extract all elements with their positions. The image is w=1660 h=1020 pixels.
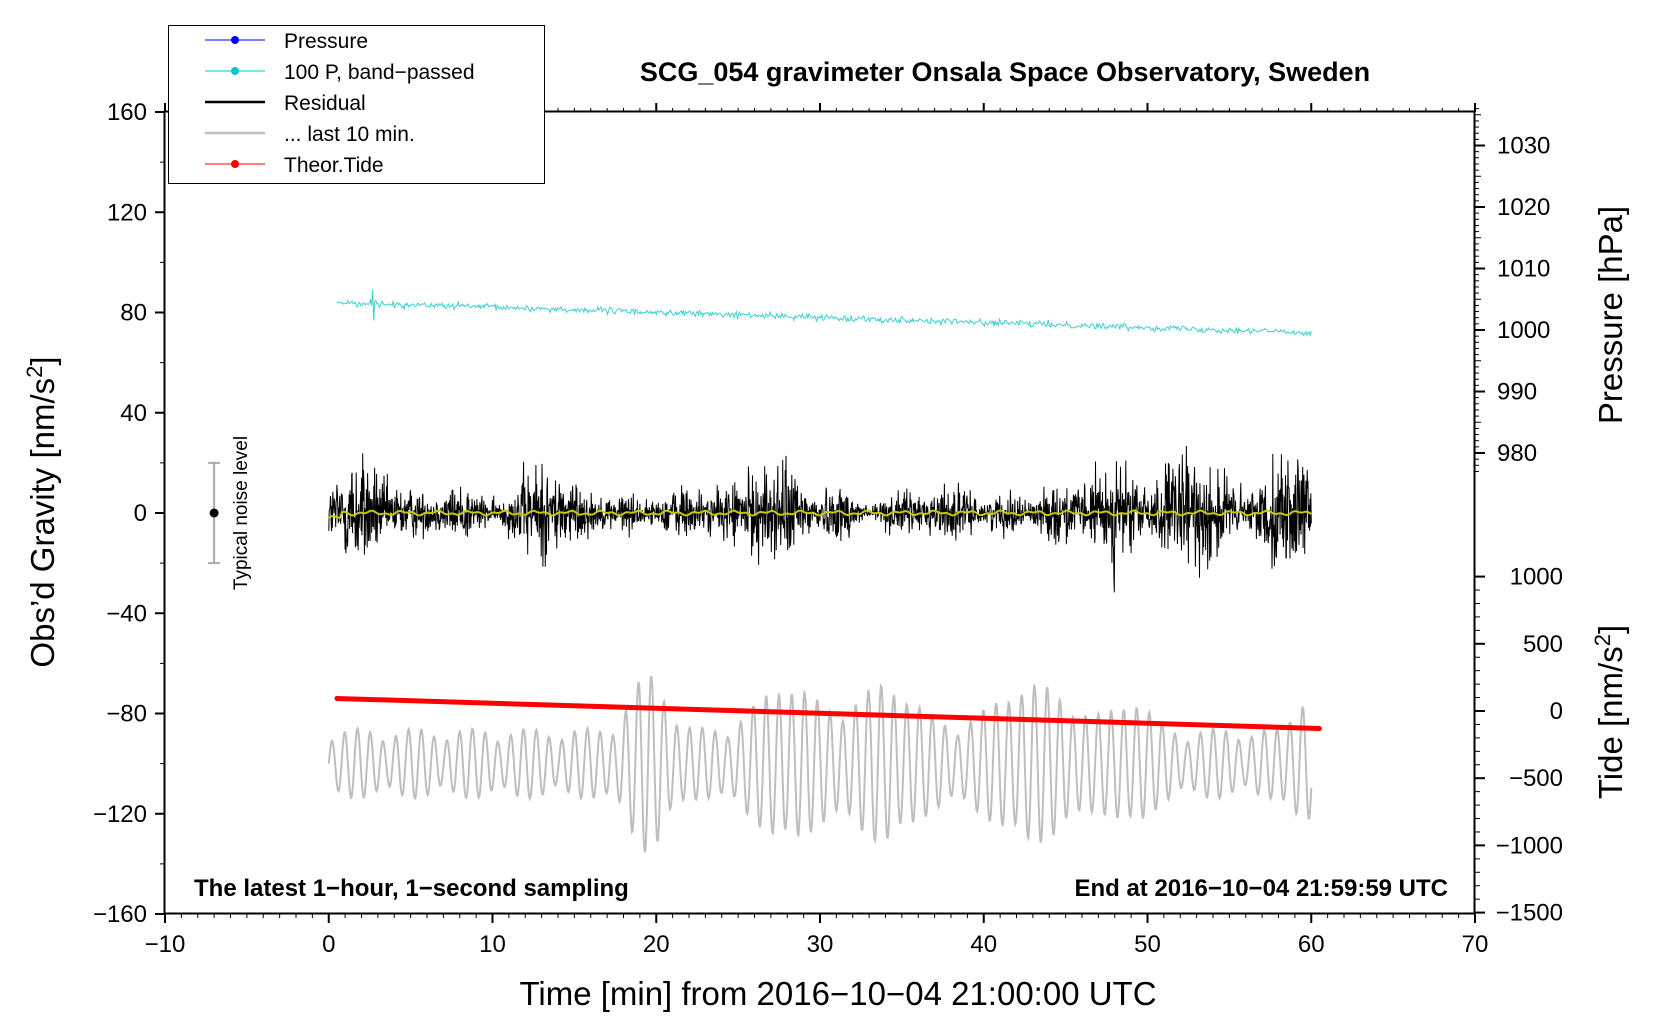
pressure-tick-label: 1030 (1497, 133, 1550, 160)
chart-title: SCG_054 gravimeter Onsala Space Observat… (640, 57, 1370, 87)
annotation-end-time: End at 2016−10−04 21:59:59 UTC (1074, 875, 1448, 902)
tide-tick-label: 0 (1550, 698, 1563, 725)
noise-level-indicator: Typical noise level (208, 436, 252, 590)
x-tick-label: 50 (1134, 931, 1161, 958)
legend-swatch-marker (231, 160, 239, 168)
y-axis-title-tide-sup: 2 (1590, 634, 1615, 646)
y-tick-label: −120 (93, 801, 147, 828)
y-tick-label: 40 (120, 400, 147, 427)
plot-series (327, 289, 1322, 853)
pressure-tick-label: 980 (1497, 440, 1537, 467)
tide-tick-label: −1500 (1496, 900, 1563, 927)
legend-swatch-marker (231, 67, 239, 75)
y-axis-title-tide: Tide [nm/s2] (1590, 625, 1629, 799)
tide-tick-label: −500 (1509, 765, 1563, 792)
y-axis-title-left-close: ] (24, 356, 61, 365)
y-tick-label: 160 (107, 99, 147, 126)
bandpassed-pressure-series-line (336, 289, 1312, 338)
legend-label: ... last 10 min. (284, 123, 415, 146)
tide-tick-label: −1000 (1496, 832, 1563, 859)
y-tick-label: −160 (93, 901, 147, 928)
x-tick-label: 10 (479, 931, 506, 958)
x-tick-label: 60 (1298, 931, 1325, 958)
y-tick-label: 120 (107, 199, 147, 226)
legend: Pressure 100 P, band−passed Residual ... la… (168, 25, 545, 184)
y-axis-title-pressure: Pressure [hPa] (1592, 206, 1629, 424)
x-tick-label: −10 (145, 931, 186, 958)
legend-label: Theor.Tide (284, 154, 384, 177)
pressure-tick-label: 990 (1497, 379, 1537, 406)
legend-label: Pressure (284, 30, 368, 53)
x-tick-label: 20 (643, 931, 670, 958)
tide-tick-label: 500 (1523, 631, 1563, 658)
x-tick-label: 30 (807, 931, 834, 958)
noise-level-label: Typical noise level (231, 436, 252, 590)
last-10-min-series-line (327, 675, 1313, 853)
tide-tick-label: 1000 (1510, 564, 1563, 591)
pressure-tick-label: 1000 (1497, 317, 1550, 344)
annotation-sampling: The latest 1−hour, 1−second sampling (194, 875, 629, 902)
legend-label: 100 P, band−passed (284, 61, 475, 84)
y-tick-label: −40 (106, 600, 147, 627)
pressure-tick-label: 1010 (1497, 256, 1550, 283)
residual-smoothed-series-line (328, 509, 1312, 519)
y-axis-title-tide-main: Tide [nm/s (1592, 646, 1629, 799)
y-axis-title-left: Obs’d Gravity [nm/s2] (22, 356, 61, 667)
y-tick-label: 80 (120, 300, 147, 327)
theoretical-tide-series-line (334, 695, 1322, 732)
y-axis-title-left-sup: 2 (22, 366, 47, 378)
x-tick-label: 70 (1462, 931, 1489, 958)
y-axis-title-left-main: Obs’d Gravity [nm/s (24, 378, 61, 668)
residual-series-line (328, 445, 1312, 593)
legend-swatch-marker (231, 36, 239, 44)
x-axis-title: Time [min] from 2016−10−04 21:00:00 UTC (519, 975, 1156, 1012)
y-tick-label: 0 (134, 500, 147, 527)
x-tick-label: 40 (970, 931, 997, 958)
y-tick-label: −80 (106, 701, 147, 728)
x-tick-label: 0 (322, 931, 335, 958)
y-axis-title-tide-close: ] (1592, 625, 1629, 634)
legend-label: Residual (284, 92, 366, 115)
noise-center-dot (209, 508, 219, 518)
legend-box (168, 25, 545, 184)
pressure-tick-label: 1020 (1497, 194, 1550, 221)
